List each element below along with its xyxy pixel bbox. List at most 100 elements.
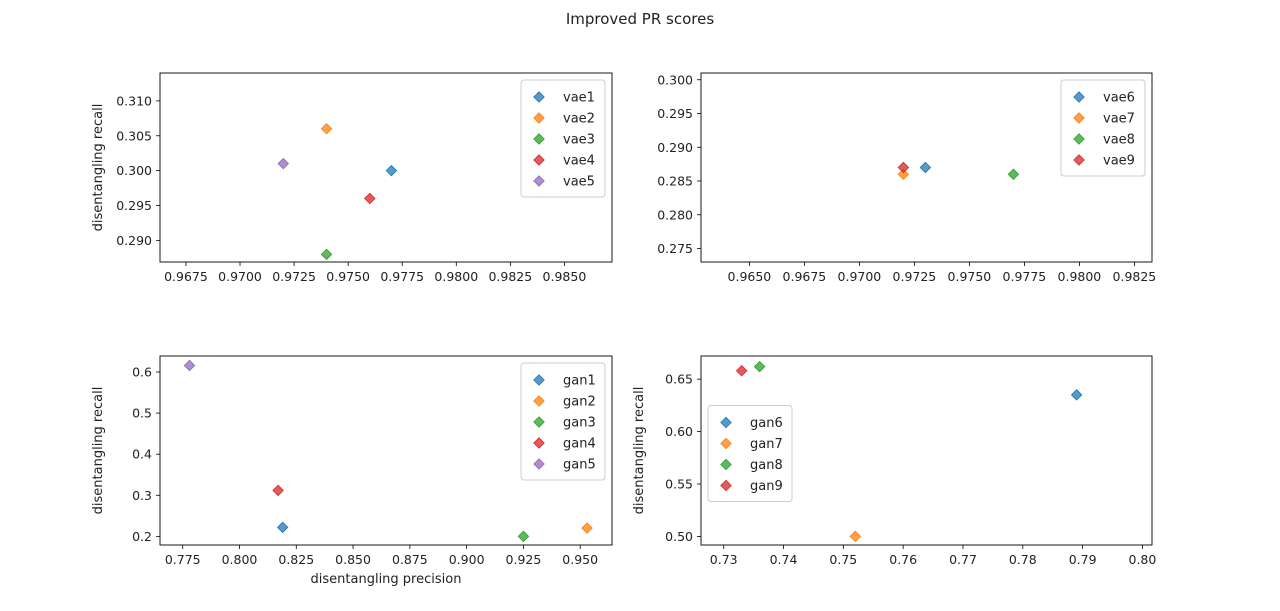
y-tick-label: 0.305 <box>116 128 152 143</box>
y-axis-label: disentangling recall <box>632 387 647 515</box>
legend: vae1 vae2 vae3 vae4 vae5 <box>520 79 606 198</box>
x-tick-label: 0.9775 <box>380 269 424 284</box>
y-tick-label: 0.6 <box>132 365 152 380</box>
legend-marker-gan2 <box>533 395 545 407</box>
y-tick-label: 0.55 <box>665 476 693 491</box>
legend-marker-gan1 <box>533 374 545 386</box>
data-point-gan4 <box>272 484 284 497</box>
data-point-vae1 <box>385 164 398 177</box>
subplots: 0.9675 0.9700 0.9725 0.9750 0.9775 0.9800 0.98… <box>91 72 1156 587</box>
legend-marker-gan6 <box>720 416 732 429</box>
y-tick-label: 0.285 <box>657 174 693 189</box>
legend-marker-gan3 <box>533 416 545 428</box>
x-tick-label: 0.825 <box>278 552 314 567</box>
plot-frame <box>159 72 613 263</box>
plot-frame <box>700 72 1153 263</box>
legend-label-gan1: gan1 <box>563 374 596 389</box>
data-point-vae8 <box>1007 168 1020 181</box>
x-tick-label: 0.80 <box>1129 552 1157 567</box>
legend-marker-vae1 <box>533 91 545 103</box>
x-tick-label: 0.9675 <box>783 269 827 284</box>
legend-label-vae5: vae5 <box>563 175 595 190</box>
y-tick-label: 0.275 <box>657 241 693 256</box>
subplot-3: 0.775 0.800 0.825 0.850 0.875 0.900 0.925 0.950… <box>91 355 613 587</box>
legend: gan1 gan2 gan3 gan4 gan5 <box>520 362 606 481</box>
legend-marker-vae7 <box>1073 112 1085 124</box>
x-tick-label: 0.9800 <box>434 269 478 284</box>
data-point-vae4 <box>364 192 376 205</box>
y-axis-label: disentangling recall <box>91 104 106 232</box>
x-tick-label: 0.800 <box>222 552 258 567</box>
y-tick-label: 0.295 <box>657 106 693 121</box>
x-tick-label: 0.850 <box>335 552 371 567</box>
legend: gan6 gan7 gan8 gan9 <box>707 405 793 502</box>
legend-label-vae2: vae2 <box>563 112 595 127</box>
legend-marker-gan7 <box>720 437 732 450</box>
x-tick-label: 0.9700 <box>218 269 262 284</box>
y-tick-label: 0.4 <box>132 447 152 462</box>
legend-marker-gan8 <box>720 458 732 471</box>
x-tick-label: 0.9675 <box>164 269 208 284</box>
data-point-gan2 <box>581 522 593 534</box>
y-axis-label: disentangling recall <box>91 387 106 515</box>
x-tick-label: 0.9700 <box>838 269 882 284</box>
legend-label-gan5: gan5 <box>563 458 596 473</box>
x-tick-label: 0.9750 <box>326 269 370 284</box>
legend-marker-gan9 <box>720 479 732 492</box>
x-tick-label: 0.76 <box>889 552 917 567</box>
data-point-vae2 <box>320 123 333 135</box>
plot-frame <box>159 355 613 546</box>
legend-label-vae7: vae7 <box>1103 112 1135 127</box>
x-tick-label: 0.950 <box>562 552 598 567</box>
data-point-vae5 <box>277 157 290 170</box>
legend-label-vae6: vae6 <box>1103 91 1135 106</box>
y-tick-label: 0.50 <box>665 529 693 544</box>
x-tick-label: 0.9650 <box>728 269 772 284</box>
x-tick-label: 0.9800 <box>1058 269 1102 284</box>
data-point-gan8 <box>753 360 766 373</box>
y-tick-label: 0.310 <box>116 93 152 108</box>
data-point-vae7 <box>897 168 910 181</box>
y-tick-label: 0.3 <box>132 488 152 503</box>
y-tick-label: 0.65 <box>665 372 693 387</box>
y-tick-label: 0.290 <box>657 140 693 155</box>
data-point-gan5 <box>183 359 196 372</box>
data-point-vae6 <box>919 161 932 174</box>
x-tick-label: 0.9750 <box>948 269 992 284</box>
legend-marker-vae3 <box>533 133 545 145</box>
y-tick-label: 0.280 <box>657 207 693 222</box>
x-tick-label: 0.9825 <box>1113 269 1157 284</box>
x-tick-label: 0.925 <box>506 552 542 567</box>
y-tick-label: 0.60 <box>665 424 693 439</box>
legend-label-gan8: gan8 <box>750 458 783 473</box>
figure-title: Improved PR scores <box>566 10 715 28</box>
legend-label-vae3: vae3 <box>563 133 595 148</box>
x-tick-label: 0.9725 <box>272 269 316 284</box>
legend-label-gan4: gan4 <box>563 437 596 452</box>
legend-frame <box>1060 79 1146 177</box>
x-tick-label: 0.9850 <box>543 269 587 284</box>
x-tick-label: 0.78 <box>1009 552 1037 567</box>
x-tick-label: 0.79 <box>1069 552 1097 567</box>
legend-label-vae8: vae8 <box>1103 133 1135 148</box>
legend-label-gan2: gan2 <box>563 395 596 410</box>
y-tick-label: 0.300 <box>116 163 152 178</box>
legend-marker-vae4 <box>533 154 545 166</box>
subplot-2: 0.9650 0.9675 0.9700 0.9725 0.9750 0.9775 0.98… <box>657 72 1156 284</box>
subplot-1: 0.9675 0.9700 0.9725 0.9750 0.9775 0.9800 0.98… <box>91 72 613 284</box>
legend-label-gan7: gan7 <box>750 437 783 452</box>
plot-frame <box>700 355 1153 546</box>
x-tick-label: 0.900 <box>449 552 485 567</box>
y-tick-label: 0.295 <box>116 198 152 213</box>
legend-marker-vae5 <box>533 175 545 187</box>
x-tick-label: 0.9775 <box>1003 269 1047 284</box>
legend-marker-vae9 <box>1073 154 1085 166</box>
subplot-4: 0.73 0.74 0.75 0.76 0.77 0.78 0.79 0.80 0.50 0.55… <box>632 355 1157 567</box>
legend-frame <box>520 79 606 198</box>
data-point-gan1 <box>276 521 289 534</box>
data-point-gan6 <box>1070 389 1083 401</box>
y-tick-label: 0.290 <box>116 233 152 248</box>
legend-label-gan3: gan3 <box>563 416 596 431</box>
legend-frame <box>707 405 793 502</box>
